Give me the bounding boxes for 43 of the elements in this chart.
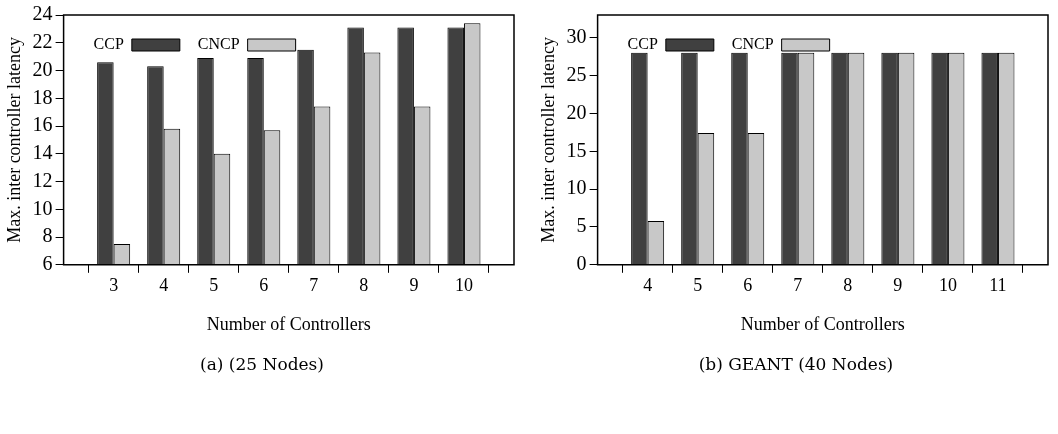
- y-tick-label: 15: [566, 138, 587, 161]
- x-axis-title: Number of Controllers: [740, 313, 905, 334]
- y-tick-label: 8: [42, 224, 53, 247]
- legend-label: CNCP: [197, 35, 240, 53]
- y-tick-label: 20: [566, 100, 587, 123]
- y-tick-label: 12: [32, 168, 53, 191]
- text: (b) GEANT (40 Nodes): [697, 354, 895, 374]
- x-tick-label: 5: [693, 275, 703, 296]
- y-tick-label: 10: [566, 176, 587, 199]
- x-tick-label: 10: [938, 275, 957, 296]
- x-tick-label: 4: [159, 275, 169, 296]
- y-tick-label: 0: [576, 252, 587, 275]
- x-tick-label: 7: [793, 275, 803, 296]
- y-tick-label: 18: [32, 85, 53, 108]
- y-axis-title: Max. inter controller latency: [3, 36, 24, 243]
- x-tick-label: 6: [259, 275, 269, 296]
- text: (a) (25 Nodes): [199, 354, 325, 374]
- x-tick-label: 7: [309, 275, 319, 296]
- x-tick-label: 3: [109, 275, 119, 296]
- y-tick-label: 24: [32, 2, 53, 25]
- y-tick-label: 20: [32, 57, 53, 80]
- x-axis-title: Number of Controllers: [206, 313, 371, 334]
- y-tick-label: 14: [32, 141, 53, 164]
- x-tick-label: 11: [989, 275, 1007, 296]
- y-tick-label: 6: [42, 252, 53, 275]
- legend-label: CCP: [93, 35, 124, 53]
- y-tick-label: 5: [576, 214, 587, 237]
- y-axis-title: Max. inter controller latency: [537, 36, 558, 243]
- x-tick-label: 6: [743, 275, 753, 296]
- x-tick-label: 9: [893, 275, 903, 296]
- y-tick-label: 10: [32, 196, 53, 219]
- y-tick-label: 22: [32, 30, 53, 53]
- y-tick-label: 25: [566, 62, 587, 85]
- x-tick-label: 4: [643, 275, 653, 296]
- y-tick-label: 16: [32, 113, 53, 136]
- legend-label: CCP: [627, 35, 658, 53]
- x-tick-label: 9: [409, 275, 419, 296]
- legend-label: CNCP: [731, 35, 774, 53]
- x-tick-label: 5: [209, 275, 219, 296]
- x-tick-label: 10: [454, 275, 473, 296]
- x-tick-label: 8: [359, 275, 369, 296]
- y-tick-label: 30: [566, 24, 587, 47]
- x-tick-label: 8: [843, 275, 853, 296]
